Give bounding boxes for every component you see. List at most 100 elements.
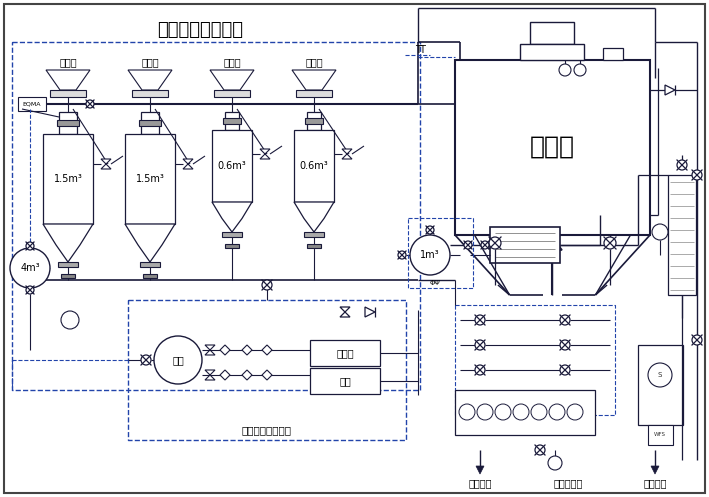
- Text: 湿灰装车: 湿灰装车: [468, 478, 492, 488]
- Text: T: T: [415, 45, 421, 55]
- Polygon shape: [260, 149, 270, 159]
- Text: 1.5m³: 1.5m³: [135, 174, 164, 184]
- Polygon shape: [294, 202, 334, 232]
- Polygon shape: [205, 370, 215, 380]
- Bar: [294, 130, 334, 202]
- Polygon shape: [262, 370, 272, 380]
- Circle shape: [535, 445, 545, 455]
- Circle shape: [10, 248, 50, 288]
- Polygon shape: [183, 159, 193, 169]
- Polygon shape: [43, 224, 93, 262]
- Text: 三电场: 三电场: [223, 57, 241, 67]
- Circle shape: [513, 404, 529, 420]
- Text: 四电场: 四电场: [305, 57, 323, 67]
- Polygon shape: [101, 159, 111, 169]
- Bar: [214, 90, 250, 97]
- Circle shape: [560, 315, 570, 325]
- Polygon shape: [542, 237, 562, 250]
- Polygon shape: [220, 345, 230, 355]
- Bar: [222, 232, 242, 237]
- Bar: [455, 390, 595, 435]
- Text: 0.6m³: 0.6m³: [300, 161, 328, 171]
- Polygon shape: [242, 345, 252, 355]
- Text: 灰　库: 灰 库: [530, 135, 574, 159]
- Bar: [141, 112, 159, 134]
- Text: 压力水进口: 压力水进口: [553, 478, 583, 488]
- Circle shape: [567, 404, 583, 420]
- Text: 1.5m³: 1.5m³: [54, 174, 82, 184]
- Text: ΦΨ: ΦΨ: [430, 280, 440, 286]
- Circle shape: [692, 335, 702, 345]
- Bar: [50, 90, 86, 97]
- Polygon shape: [651, 466, 659, 474]
- Bar: [668, 175, 696, 295]
- Bar: [304, 232, 324, 237]
- Text: 0.6m³: 0.6m³: [218, 161, 246, 171]
- Circle shape: [26, 242, 34, 250]
- Bar: [530, 22, 574, 44]
- Text: S: S: [658, 372, 662, 378]
- Text: 一电场: 一电场: [59, 57, 77, 67]
- Bar: [139, 120, 161, 126]
- Bar: [648, 425, 673, 445]
- Polygon shape: [212, 202, 252, 232]
- Bar: [212, 130, 252, 202]
- Circle shape: [86, 100, 94, 108]
- Circle shape: [477, 404, 493, 420]
- Bar: [225, 244, 239, 248]
- Text: EQMA: EQMA: [23, 101, 41, 106]
- Text: 空压机: 空压机: [336, 348, 354, 358]
- Polygon shape: [125, 224, 175, 262]
- Text: 气力输送供气系统: 气力输送供气系统: [242, 425, 292, 435]
- Bar: [132, 90, 168, 97]
- Circle shape: [531, 404, 547, 420]
- Circle shape: [604, 237, 616, 249]
- Circle shape: [398, 251, 406, 259]
- Text: 1m³: 1m³: [420, 250, 440, 260]
- Bar: [310, 368, 380, 394]
- Polygon shape: [242, 370, 252, 380]
- Circle shape: [410, 235, 450, 275]
- Circle shape: [475, 365, 485, 375]
- Bar: [143, 274, 157, 278]
- Circle shape: [495, 404, 511, 420]
- Circle shape: [459, 404, 475, 420]
- Polygon shape: [262, 345, 272, 355]
- Text: 总罐: 总罐: [172, 355, 184, 365]
- Text: T: T: [419, 45, 425, 55]
- Polygon shape: [342, 149, 352, 159]
- Polygon shape: [340, 307, 350, 317]
- Bar: [307, 244, 321, 248]
- Circle shape: [489, 237, 501, 249]
- Bar: [225, 112, 239, 130]
- Circle shape: [677, 160, 687, 170]
- Polygon shape: [665, 85, 675, 95]
- Circle shape: [61, 311, 79, 329]
- Bar: [455, 60, 650, 235]
- Text: 干灰装车: 干灰装车: [643, 478, 666, 488]
- Bar: [490, 227, 560, 263]
- Bar: [603, 48, 623, 60]
- Bar: [520, 44, 584, 60]
- Circle shape: [692, 170, 702, 180]
- Circle shape: [652, 224, 668, 240]
- Polygon shape: [205, 345, 215, 355]
- Polygon shape: [46, 70, 90, 90]
- Circle shape: [262, 280, 272, 290]
- Circle shape: [426, 226, 434, 234]
- Polygon shape: [210, 70, 254, 90]
- Bar: [59, 112, 77, 134]
- Circle shape: [548, 456, 562, 470]
- Circle shape: [481, 241, 489, 249]
- Bar: [223, 118, 241, 124]
- Text: WFS: WFS: [654, 432, 666, 437]
- Polygon shape: [220, 370, 230, 380]
- Circle shape: [559, 64, 571, 76]
- Bar: [310, 340, 380, 366]
- Bar: [140, 262, 160, 267]
- Bar: [307, 112, 321, 130]
- Polygon shape: [292, 70, 336, 90]
- Text: 备用: 备用: [339, 376, 351, 386]
- Circle shape: [26, 286, 34, 294]
- Text: 二电场: 二电场: [141, 57, 159, 67]
